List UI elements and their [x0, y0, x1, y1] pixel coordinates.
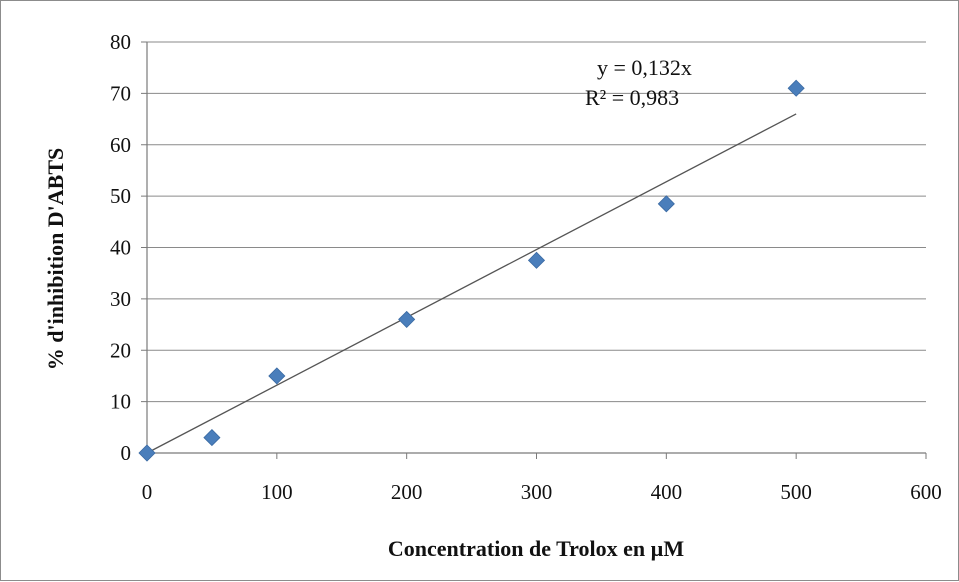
x-tick-labels: 0 100 200 300 400 500 600 — [142, 480, 942, 504]
x-tick-label: 0 — [142, 480, 153, 504]
x-tick-label: 600 — [910, 480, 942, 504]
data-points — [138, 79, 805, 462]
axes — [141, 41, 927, 459]
x-tick-label: 300 — [521, 480, 553, 504]
y-tick-label: 70 — [110, 81, 131, 105]
x-tick-label: 200 — [391, 480, 423, 504]
gridlines — [147, 41, 926, 403]
y-axis-title: % d'inhibition D'ABTS — [43, 148, 68, 371]
y-tick-label: 10 — [110, 390, 131, 414]
data-point — [657, 195, 675, 213]
y-tick-label: 20 — [110, 338, 131, 362]
y-tick-label: 30 — [110, 287, 131, 311]
trendline — [146, 113, 797, 454]
y-tick-label: 40 — [110, 236, 131, 260]
data-point — [787, 79, 805, 97]
x-tick-label: 100 — [261, 480, 293, 504]
trendline-equation: y = 0,132x — [597, 55, 692, 80]
y-tick-label: 50 — [110, 184, 131, 208]
x-tick-label: 400 — [651, 480, 683, 504]
data-point — [527, 251, 546, 269]
data-point — [398, 310, 416, 328]
trendline-group — [146, 113, 797, 454]
data-point — [203, 429, 221, 447]
y-tick-label: 0 — [121, 441, 132, 465]
y-tick-labels: 0 10 20 30 40 50 60 70 80 — [110, 30, 131, 465]
trendline-r-squared: R² = 0,983 — [585, 85, 679, 110]
x-tick-label: 500 — [780, 480, 812, 504]
x-axis-title: Concentration de Trolox en µM — [388, 536, 684, 561]
data-point — [138, 444, 156, 462]
y-tick-label: 80 — [110, 30, 131, 54]
data-point — [268, 367, 286, 385]
y-tick-label: 60 — [110, 133, 131, 157]
